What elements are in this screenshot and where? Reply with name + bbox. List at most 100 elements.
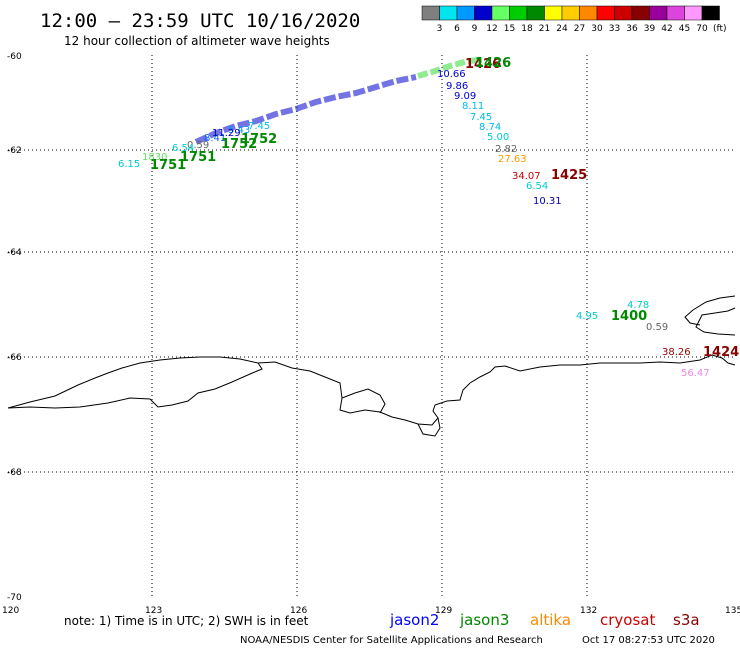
wave-height-label: 5.43 — [228, 125, 250, 136]
time-label: 1400 — [611, 309, 647, 324]
wave-height-label: 6.54 — [526, 181, 548, 192]
scale-swatch — [666, 5, 685, 21]
scale-swatch — [614, 5, 633, 21]
scale-tick-label: 36 — [626, 24, 638, 34]
scale-units: (ft) — [713, 24, 727, 34]
wave-height-label: 9.09 — [454, 91, 476, 102]
antarctic-coastline — [7, 295, 736, 437]
scale-swatch — [491, 5, 510, 21]
wave-height-label: 5.00 — [487, 132, 509, 143]
lon-label: 126 — [290, 606, 307, 616]
time-label: 1751 — [180, 150, 216, 165]
time-labels: 1751 1751 1752 1752 1426 1426 1425 1400 … — [150, 56, 739, 360]
wave-height-label: 27.63 — [498, 154, 527, 165]
scale-swatch — [701, 5, 720, 21]
wave-height-label: 7.45 — [248, 121, 270, 132]
wave-height-label: 34.07 — [512, 171, 541, 182]
mission-legend: jason2 jason3 altika cryosat s3a — [389, 611, 700, 629]
mission-label: jason3 — [459, 611, 509, 629]
color-scale-legend: 3 6 9 12 15 18 21 24 27 30 33 36 39 42 45 70 — [421, 5, 720, 34]
scale-tick-label: 6 — [454, 24, 460, 34]
wave-height-label: 0.59 — [646, 322, 668, 333]
scale-tick-label: 27 — [574, 24, 585, 34]
credit-timestamp: Oct 17 08:27:53 UTC 2020 — [582, 635, 715, 646]
wave-height-label: 6.15 — [118, 159, 140, 170]
scale-tick-label: 15 — [504, 24, 515, 34]
wave-height-labels: 6.15 1830 0.59 6.54 5.43 8.41 11.29 7.45… — [118, 69, 710, 379]
lat-label: -66 — [7, 353, 22, 363]
scale-tick-label: 9 — [472, 24, 478, 34]
lat-lon-grid — [8, 55, 735, 598]
scale-swatch — [649, 5, 668, 21]
scale-tick-label: 18 — [521, 24, 533, 34]
scale-tick-label: 3 — [437, 24, 443, 34]
wave-height-label: 4.78 — [627, 300, 649, 311]
scale-tick-label: 42 — [661, 24, 672, 34]
scale-tick-label: 30 — [591, 24, 603, 34]
wave-height-label: 56.47 — [681, 368, 710, 379]
track-jason3-segment — [417, 57, 483, 79]
scale-swatch — [561, 5, 580, 21]
wave-height-label: 8.11 — [462, 101, 484, 112]
track-jason2-segment — [194, 74, 417, 145]
wave-height-label: 10.66 — [437, 69, 466, 80]
scale-tick-label: 70 — [696, 24, 708, 34]
time-label: 1751 — [150, 158, 186, 173]
scale-swatch — [509, 5, 528, 21]
scale-swatch — [596, 5, 615, 21]
scale-tick-label: 45 — [679, 24, 690, 34]
time-label: 1426 — [465, 57, 501, 72]
credit-agency: NOAA/NESDIS Center for Satellite Applica… — [240, 635, 543, 646]
lat-label: -62 — [7, 146, 22, 156]
wave-height-label: 2.82 — [495, 144, 517, 155]
mission-label: jason2 — [389, 611, 439, 629]
lon-label: 129 — [435, 606, 452, 616]
scale-swatch — [526, 5, 545, 21]
lat-label: -70 — [7, 593, 22, 603]
mission-label: s3a — [673, 611, 700, 629]
scale-tick-label: 39 — [644, 24, 656, 34]
lat-label: -60 — [7, 52, 22, 62]
scale-swatch — [684, 5, 703, 21]
map-title: 12:00 – 23:59 UTC 10/16/2020 — [40, 10, 360, 32]
time-label: 1752 — [221, 137, 257, 152]
map-subtitle: 12 hour collection of altimeter wave hei… — [64, 34, 330, 48]
scale-tick-label: 24 — [556, 24, 568, 34]
scale-tick-label: 12 — [486, 24, 497, 34]
time-label: 1752 — [241, 132, 277, 147]
wave-height-label: 4.95 — [576, 311, 598, 322]
scale-swatch — [544, 5, 563, 21]
lon-label: 120 — [2, 606, 19, 616]
scale-swatch — [439, 5, 458, 21]
wave-height-label: 10.31 — [533, 196, 562, 207]
altimeter-tracks — [194, 57, 483, 145]
scale-swatch — [631, 5, 650, 21]
wave-height-label: 8.74 — [479, 122, 501, 133]
scale-swatch — [579, 5, 598, 21]
wave-height-label: 11.29 — [212, 128, 241, 139]
wave-height-label: 7.45 — [470, 112, 492, 123]
time-label: 1425 — [551, 168, 587, 183]
scale-swatch — [421, 5, 440, 21]
wave-height-label: 38.26 — [662, 347, 691, 358]
lon-label: 135 — [725, 606, 740, 616]
wave-height-label: 1830 — [142, 152, 167, 163]
mission-label: cryosat — [600, 611, 655, 629]
time-label: 1424 — [703, 345, 739, 360]
time-label: 1426 — [475, 56, 511, 71]
units-note: note: 1) Time is in UTC; 2) SWH is in fe… — [64, 614, 309, 628]
lat-label: -64 — [7, 248, 22, 258]
wave-height-label: 6.54 — [172, 143, 194, 154]
scale-swatch — [474, 5, 493, 21]
mission-label: altika — [530, 611, 571, 629]
wave-height-label: 9.86 — [446, 81, 468, 92]
wave-height-label: 8.41 — [204, 133, 226, 144]
scale-tick-label: 21 — [539, 24, 550, 34]
scale-swatch — [456, 5, 475, 21]
lat-label: -68 — [7, 468, 22, 478]
lon-label: 132 — [580, 606, 597, 616]
scale-tick-label: 33 — [609, 24, 620, 34]
wave-height-label: 0.59 — [187, 140, 209, 151]
lon-label: 123 — [145, 606, 162, 616]
